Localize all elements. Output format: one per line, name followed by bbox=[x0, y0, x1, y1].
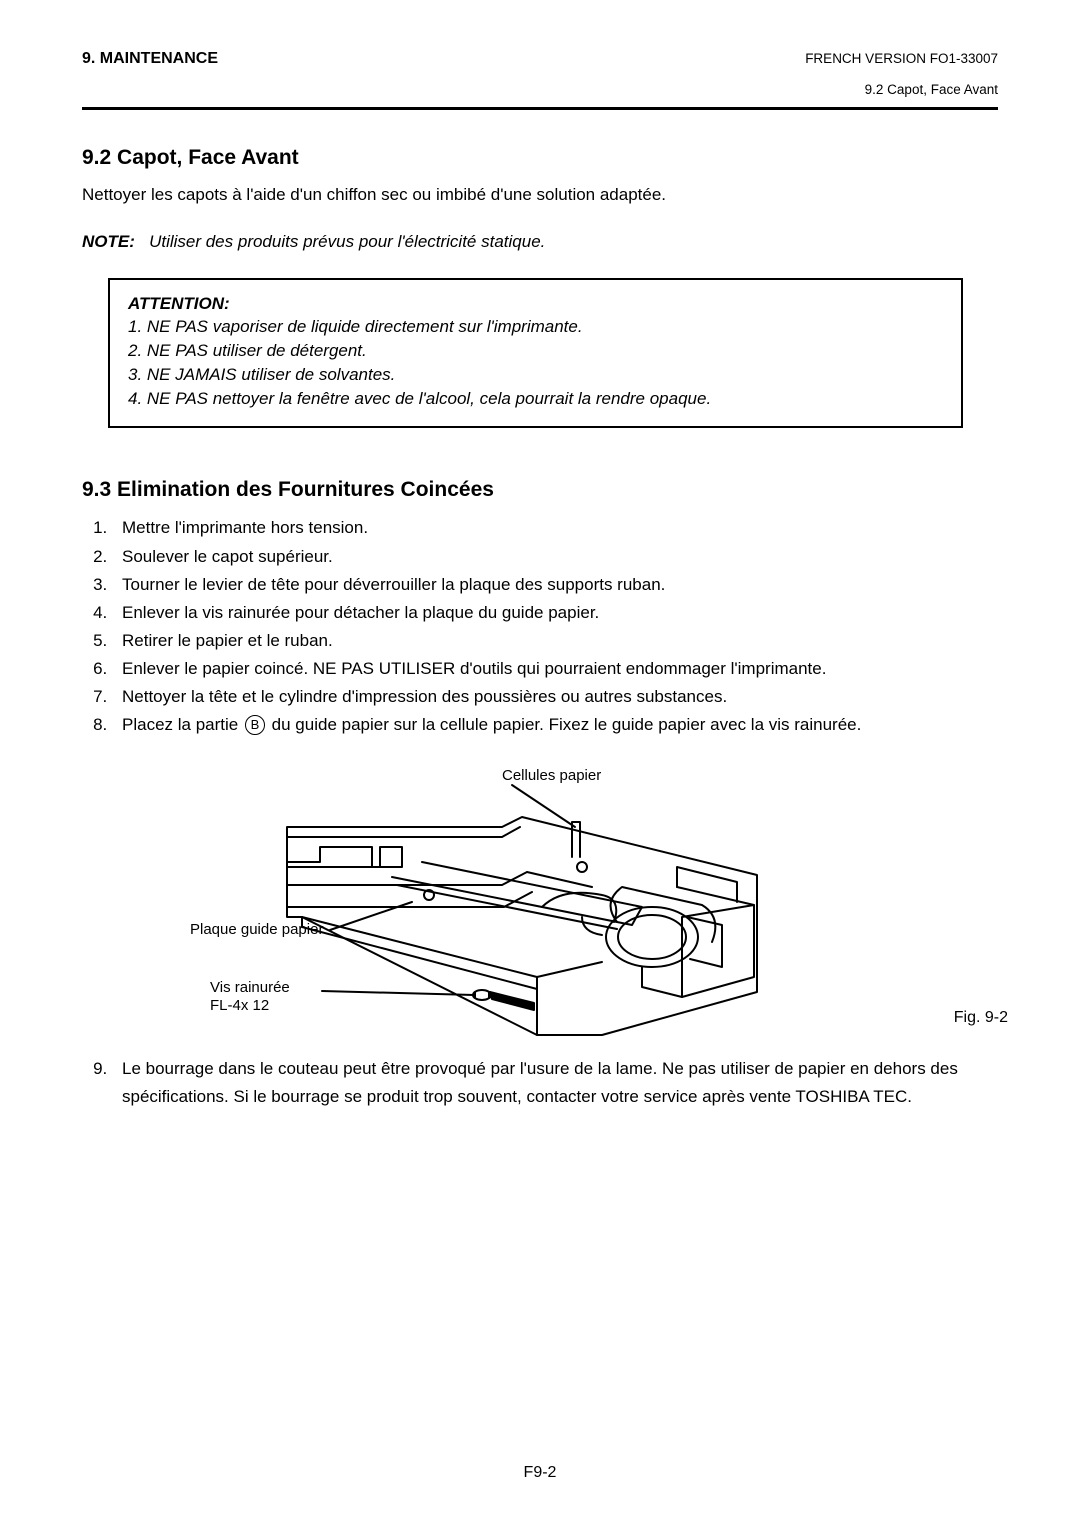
section-9-2-title: 9.2 Capot, Face Avant bbox=[82, 146, 998, 170]
section-9-2-intro: Nettoyer les capots à l'aide d'un chiffo… bbox=[82, 182, 998, 208]
step-9: Le bourrage dans le couteau peut être pr… bbox=[112, 1055, 998, 1111]
figure-caption: Fig. 9-2 bbox=[954, 1009, 1008, 1027]
section-9-3-title: 9.3 Elimination des Fournitures Coincées bbox=[82, 478, 998, 502]
attention-title: ATTENTION: bbox=[128, 292, 943, 316]
header-chapter: 9. MAINTENANCE bbox=[82, 50, 218, 68]
page-header: 9. MAINTENANCE FRENCH VERSION FO1-33007 bbox=[82, 50, 998, 68]
figure-9-2: Cellules papier Plaque guide papier Vis … bbox=[82, 757, 998, 1047]
steps-list-continued: Le bourrage dans le couteau peut être pr… bbox=[82, 1055, 998, 1111]
label-vis-rainuree-1: Vis rainurée bbox=[210, 979, 290, 996]
circle-b-icon: B bbox=[245, 715, 265, 735]
step-6: Enlever le papier coincé. NE PAS UTILISE… bbox=[112, 655, 998, 683]
attention-item-2: 2. NE PAS utiliser de détergent. bbox=[128, 339, 943, 363]
header-version: FRENCH VERSION FO1-33007 bbox=[805, 51, 998, 66]
attention-item-4: 4. NE PAS nettoyer la fenêtre avec de l'… bbox=[128, 387, 943, 411]
step-2: Soulever le capot supérieur. bbox=[112, 543, 998, 571]
step-8-part-b: du guide papier sur la cellule papier. F… bbox=[267, 715, 861, 734]
step-8: Placez la partie B du guide papier sur l… bbox=[112, 711, 998, 739]
section-9-2-note: NOTE: Utiliser des produits prévus pour … bbox=[82, 232, 998, 252]
step-3: Tourner le levier de tête pour déverroui… bbox=[112, 571, 998, 599]
note-text: Utiliser des produits prévus pour l'élec… bbox=[149, 232, 545, 251]
document-page: 9. MAINTENANCE FRENCH VERSION FO1-33007 … bbox=[0, 0, 1080, 1528]
attention-item-3: 3. NE JAMAIS utiliser de solvantes. bbox=[128, 363, 943, 387]
label-vis-rainuree-2: FL-4x 12 bbox=[210, 997, 269, 1014]
attention-box: ATTENTION: 1. NE PAS vaporiser de liquid… bbox=[108, 278, 963, 429]
step-4: Enlever la vis rainurée pour détacher la… bbox=[112, 599, 998, 627]
note-label: NOTE: bbox=[82, 232, 135, 251]
step-7: Nettoyer la tête et le cylindre d'impres… bbox=[112, 683, 998, 711]
attention-item-1: 1. NE PAS vaporiser de liquide directeme… bbox=[128, 315, 943, 339]
step-1: Mettre l'imprimante hors tension. bbox=[112, 514, 998, 542]
header-section-ref: 9.2 Capot, Face Avant bbox=[82, 82, 998, 97]
step-8-part-a: Placez la partie bbox=[122, 715, 243, 734]
page-number: F9-2 bbox=[0, 1464, 1080, 1482]
step-5: Retirer le papier et le ruban. bbox=[112, 627, 998, 655]
steps-list: Mettre l'imprimante hors tension. Soulev… bbox=[82, 514, 998, 738]
header-rule bbox=[82, 107, 998, 110]
printer-mechanism-illustration bbox=[282, 767, 762, 1047]
